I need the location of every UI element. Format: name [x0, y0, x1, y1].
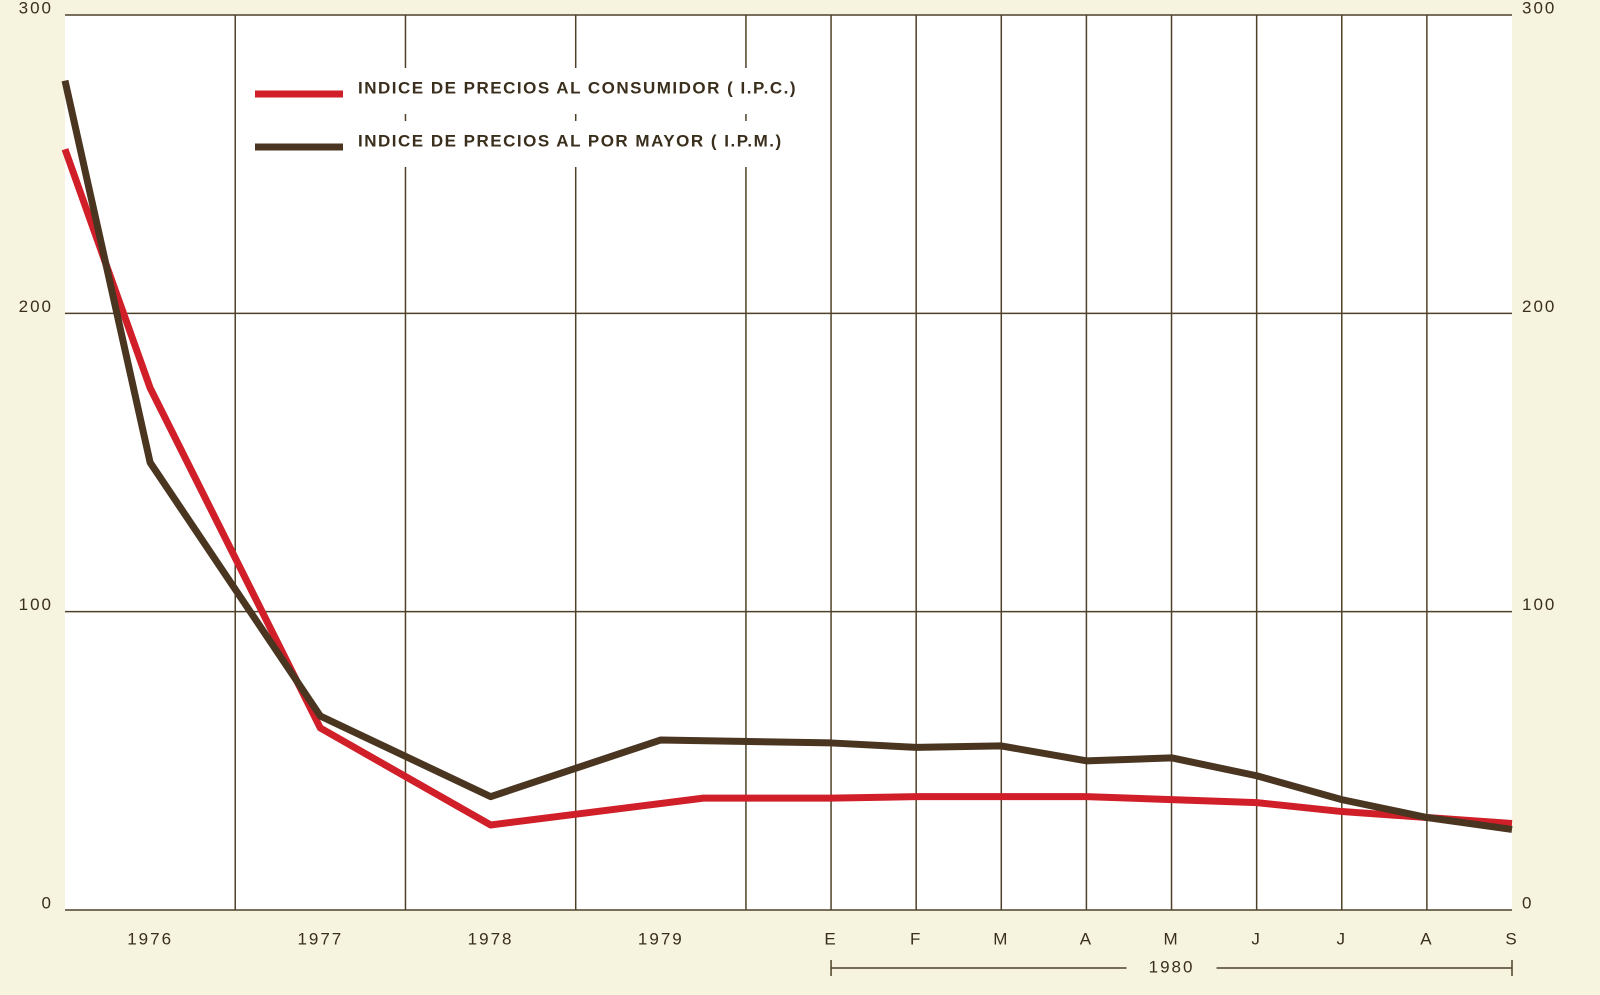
x-tick-label: 1977: [297, 929, 343, 948]
y-tick-label: 200: [19, 297, 53, 316]
y-tick-label: 300: [19, 0, 53, 17]
x-tick-label: A: [1080, 929, 1093, 948]
y-tick-label: 100: [19, 595, 53, 614]
x-tick-label: 1978: [468, 929, 514, 948]
x-tick-label: 1979: [638, 929, 684, 948]
y2-tick-label: 0: [1522, 893, 1533, 912]
y2-tick-label: 100: [1522, 595, 1556, 614]
x-tick-label: J: [1251, 929, 1262, 948]
x-tick-label: F: [910, 929, 922, 948]
line: [61, 148, 1513, 829]
x-tick-label: J: [1337, 929, 1348, 948]
x-tick-label: M: [993, 929, 1009, 948]
x-tick-label: 1976: [127, 929, 173, 948]
y2-tick-label: 300: [1522, 0, 1556, 17]
line: [61, 79, 1513, 833]
y-tick-label: 0: [42, 893, 53, 912]
subtitle: 1980: [1149, 957, 1195, 976]
x-tick-label: S: [1505, 929, 1518, 948]
legend-label: INDICE DE PRECIOS AL CONSUMIDOR ( I.P.C.…: [358, 78, 797, 97]
y2-tick-label: 200: [1522, 297, 1556, 316]
legend-label: INDICE DE PRECIOS AL POR MAYOR ( I.P.M.): [358, 131, 783, 150]
x-tick-label: E: [824, 929, 837, 948]
x-tick-label: M: [1163, 929, 1179, 948]
x-tick-label: A: [1420, 929, 1433, 948]
